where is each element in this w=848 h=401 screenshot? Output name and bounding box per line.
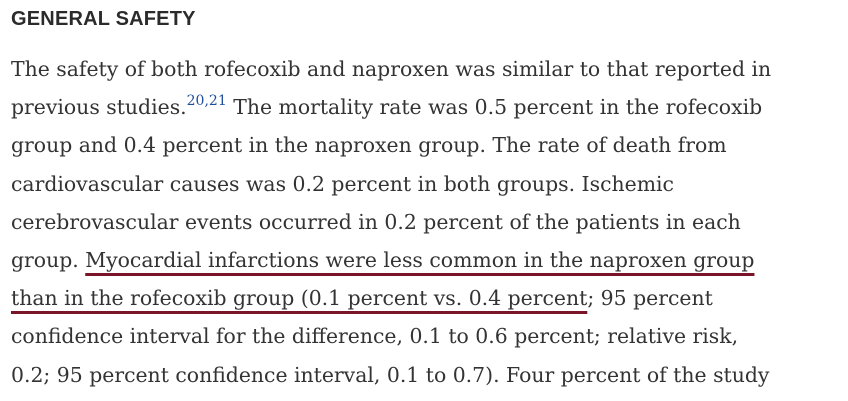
text-line-8: confidence interval for the difference, … [11, 324, 739, 349]
article-excerpt: GENERAL SAFETY The safety of both rofeco… [11, 0, 841, 394]
text-line-2-end: The mortality rate was 0.5 percent in th… [226, 95, 763, 120]
text-line-3: group and 0.4 percent in the naproxen gr… [11, 133, 727, 158]
text-line-9: 0.2; 95 percent confidence interval, 0.1… [11, 362, 770, 387]
text-line-6-start: group. [11, 247, 86, 272]
text-line-7: than in the rofecoxib group (0.1 percent… [11, 279, 841, 317]
text-line-2-start: previous studies. [11, 95, 187, 120]
highlighted-finding-part-2: than in the rofecoxib group (0.1 percent… [11, 286, 588, 311]
text-line-4: cardiovascular causes was 0.2 percent in… [11, 171, 674, 196]
text-line-6: group. Myocardial infarctions were less … [11, 241, 841, 279]
highlighted-finding-part-1: Myocardial infarctions were less common … [85, 247, 755, 272]
citation-link[interactable]: 20,21 [186, 93, 227, 110]
section-heading: GENERAL SAFETY [11, 8, 196, 30]
text-line-1: The safety of both rofecoxib and naproxe… [11, 57, 772, 81]
text-line-2: previous studies.20,21 The mortality rat… [11, 88, 841, 126]
body-paragraph: The safety of both rofecoxib and naproxe… [11, 50, 841, 394]
text-line-7-end: ; 95 percent [587, 286, 713, 311]
text-line-5: cerebrovascular events occurred in 0.2 p… [11, 209, 741, 234]
